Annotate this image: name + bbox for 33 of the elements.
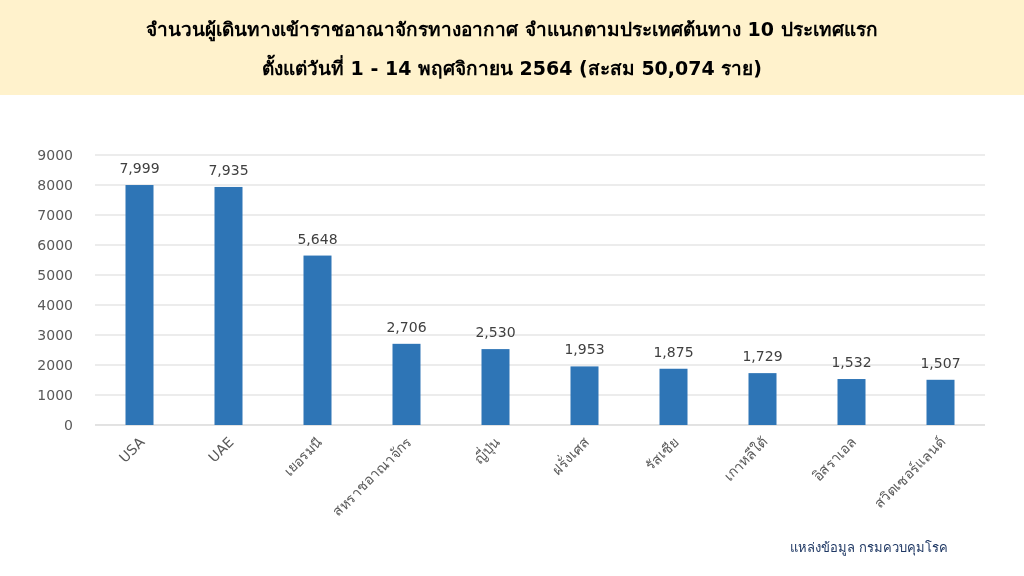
- chart-title: จำนวนผู้เดินทางเข้าราชอาณาจักรทางอากาศ จำแนกตามประเทศต้นทาง 10 ประเทศแรก: [146, 18, 878, 42]
- bar: [837, 379, 866, 425]
- bar: [570, 366, 599, 425]
- data-label: 7,999: [119, 160, 160, 177]
- y-tick-label: 9000: [37, 147, 73, 163]
- bar: [214, 186, 243, 425]
- chart-subtitle: ตั้งแต่วันที่ 1 - 14 พฤศจิกายน 2564 (สะสม 50,074 ราย): [261, 54, 763, 79]
- y-tick-label: 1000: [37, 387, 73, 403]
- bar: [125, 185, 154, 425]
- data-label: 7,935: [208, 161, 249, 178]
- data-label: 1,953: [564, 341, 605, 358]
- y-tick-label: 6000: [37, 237, 73, 253]
- y-tick-label: 2000: [37, 357, 73, 373]
- data-label: 1,729: [742, 348, 783, 365]
- bar: [748, 373, 777, 425]
- y-tick-label: 7000: [37, 207, 73, 223]
- y-tick-label: 3000: [37, 327, 73, 343]
- data-label: 2,530: [475, 324, 516, 341]
- y-tick-label: 4000: [37, 297, 73, 313]
- bar: [392, 343, 421, 425]
- bar: [481, 349, 510, 425]
- data-label: 1,507: [920, 354, 961, 371]
- data-label: 1,875: [653, 343, 694, 360]
- data-label: 2,706: [386, 318, 427, 335]
- bar: [659, 368, 688, 425]
- data-label: 5,648: [297, 230, 338, 247]
- bar: [303, 255, 332, 425]
- y-tick-label: 8000: [37, 177, 73, 193]
- y-tick-label: 5000: [37, 267, 73, 283]
- text: แหล่งข้อมูล กรมควบคุมโรค: [789, 540, 948, 556]
- bar: [926, 379, 955, 425]
- y-tick-label: 0: [64, 417, 73, 433]
- data-label: 1,532: [831, 354, 872, 371]
